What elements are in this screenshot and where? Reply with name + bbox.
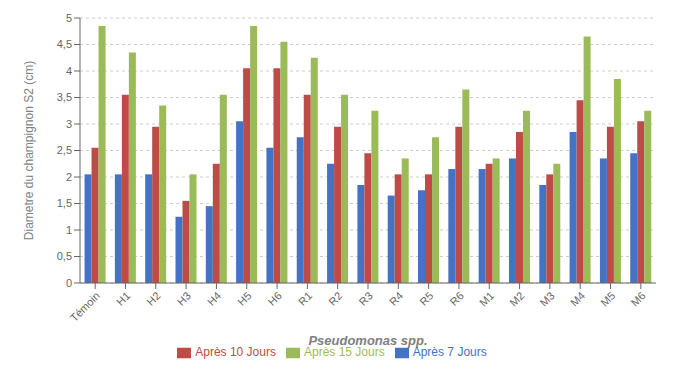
svg-text:Pseudomonas spp.: Pseudomonas spp. <box>308 333 427 348</box>
svg-text:H2: H2 <box>144 289 162 307</box>
svg-text:R4: R4 <box>387 289 405 307</box>
svg-text:4,5: 4,5 <box>57 38 72 50</box>
html-text:Après 15 Jours: Après 15 Jours <box>304 345 385 359</box>
svg-text:0,5: 0,5 <box>57 250 72 262</box>
svg-text:R2: R2 <box>326 289 344 307</box>
svg-text:H6: H6 <box>266 289 284 307</box>
svg-text:R3: R3 <box>357 289 375 307</box>
svg-text:H4: H4 <box>205 289 223 307</box>
html-text:Après 10 Jours: Après 10 Jours <box>195 345 276 359</box>
svg-text:Diametre du champignon S2 (cm): Diametre du champignon S2 (cm) <box>22 61 36 240</box>
svg-text:R5: R5 <box>417 289 435 307</box>
svg-text:5: 5 <box>66 12 72 24</box>
svg-text:M4: M4 <box>568 289 587 308</box>
svg-text:R1: R1 <box>296 289 314 307</box>
svg-text:3: 3 <box>66 118 72 130</box>
svg-text:M2: M2 <box>507 289 526 308</box>
svg-text:Témoin: Témoin <box>68 289 102 323</box>
svg-text:R6: R6 <box>447 289 465 307</box>
svg-text:2: 2 <box>66 171 72 183</box>
svg-text:1: 1 <box>66 224 72 236</box>
svg-text:M6: M6 <box>628 289 647 308</box>
svg-text:M3: M3 <box>538 289 557 308</box>
svg-text:4: 4 <box>66 65 72 77</box>
svg-text:M5: M5 <box>598 289 617 308</box>
svg-text:2,5: 2,5 <box>57 144 72 156</box>
svg-text:3,5: 3,5 <box>57 91 72 103</box>
svg-text:1,5: 1,5 <box>57 197 72 209</box>
svg-text:H1: H1 <box>114 289 132 307</box>
svg-text:0: 0 <box>66 277 72 289</box>
svg-text:H5: H5 <box>235 289 253 307</box>
html-text:Après 7 Jours: Après 7 Jours <box>412 345 487 359</box>
svg-text:M1: M1 <box>477 289 496 308</box>
svg-text:H3: H3 <box>175 289 193 307</box>
